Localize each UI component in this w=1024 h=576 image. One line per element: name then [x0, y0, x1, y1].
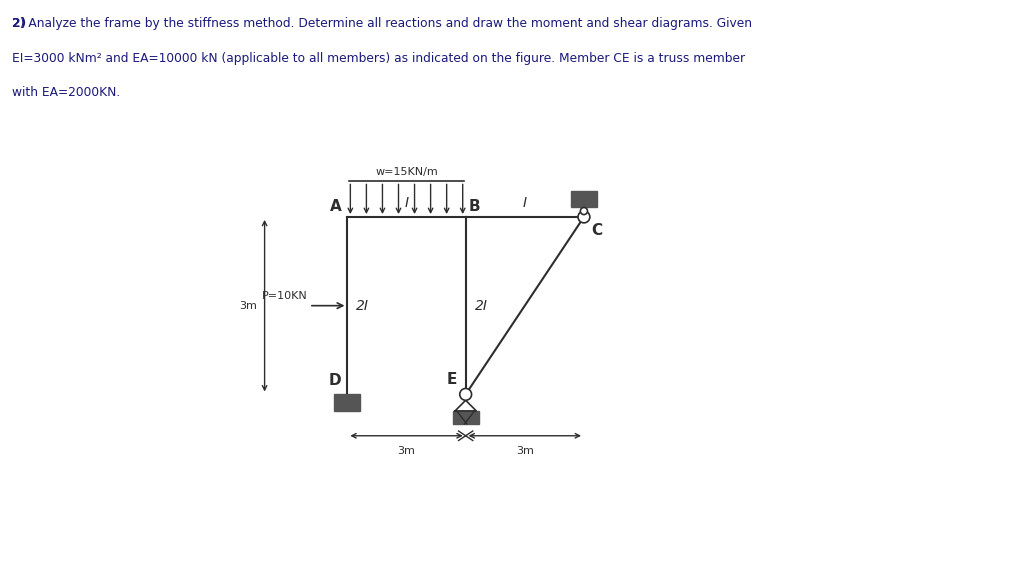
Text: EI=3000 kNm² and EA=10000 kN (applicable to all members) as indicated on the fig: EI=3000 kNm² and EA=10000 kN (applicable… — [12, 52, 745, 65]
Bar — [453, 411, 478, 424]
Bar — [335, 395, 360, 411]
Text: I: I — [522, 196, 527, 210]
Text: E: E — [446, 372, 457, 387]
Text: with EA=2000KN.: with EA=2000KN. — [12, 86, 121, 100]
Text: 3m: 3m — [397, 446, 416, 456]
Text: 3m: 3m — [516, 446, 534, 456]
Circle shape — [581, 207, 588, 215]
Text: C: C — [591, 223, 602, 238]
Text: 3m: 3m — [240, 301, 257, 310]
Text: 2I: 2I — [356, 299, 370, 313]
Text: 2): 2) — [12, 17, 27, 31]
Text: D: D — [329, 373, 341, 388]
Text: w=15KN/m: w=15KN/m — [375, 166, 438, 177]
Text: P=10KN: P=10KN — [261, 291, 307, 301]
Circle shape — [460, 388, 472, 400]
Text: 2I: 2I — [474, 299, 487, 313]
Text: B: B — [469, 199, 480, 214]
Circle shape — [578, 211, 590, 223]
Text: 2) Analyze the frame by the stiffness method. Determine all reactions and draw t: 2) Analyze the frame by the stiffness me… — [12, 17, 753, 31]
Text: A: A — [330, 199, 341, 214]
Bar — [571, 191, 597, 207]
Text: I: I — [404, 196, 409, 210]
